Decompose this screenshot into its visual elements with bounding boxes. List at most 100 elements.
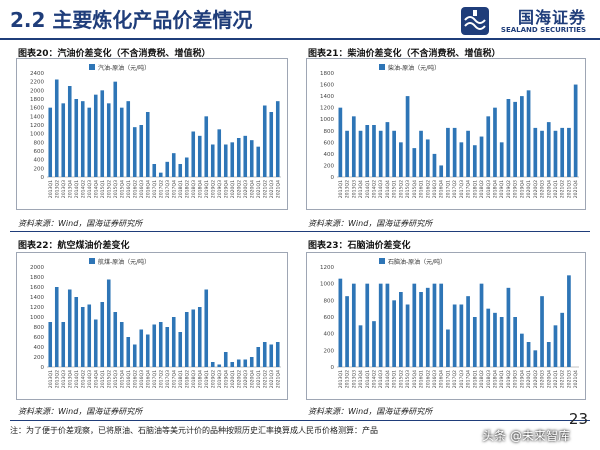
x-tick-label: 2018Q1 xyxy=(178,370,184,388)
x-tick-label: 2014Q1 xyxy=(74,370,80,388)
chart-title: 图表21：柴油价差变化（不含消费税、增值税） xyxy=(308,49,501,59)
bar xyxy=(243,135,248,177)
chart-title: 图表23：石脑油价差变化 xyxy=(308,241,411,251)
chart-source: 资料来源：Wind，国海证券研究所 xyxy=(308,219,433,228)
bar xyxy=(358,130,363,177)
x-tick-label: 2015Q2 xyxy=(398,180,404,198)
x-tick-label: 2014Q1 xyxy=(74,180,80,198)
x-tick-label: 2013Q2 xyxy=(345,370,351,388)
bar xyxy=(61,322,66,367)
bar xyxy=(230,362,235,367)
bar xyxy=(132,127,137,177)
bar xyxy=(392,130,396,177)
x-tick-label: 2018Q3 xyxy=(486,180,492,198)
bar xyxy=(412,283,417,367)
bar xyxy=(249,140,254,177)
bar xyxy=(573,84,578,177)
x-tick-label: 2016Q1 xyxy=(419,370,425,388)
y-tick-label: 1000 xyxy=(320,282,334,288)
x-tick-label: 2016Q2 xyxy=(132,180,138,198)
x-tick-label: 2019Q3 xyxy=(217,180,223,198)
bar xyxy=(217,364,222,367)
chart-panel-gasoline: 汽油-原油（元/吨） 0 200 400 600 800 1000 1200 1400 1600 1… xyxy=(16,58,288,210)
bar xyxy=(93,94,98,177)
bar xyxy=(210,144,215,177)
bar xyxy=(152,324,157,367)
y-tick-label: 0 xyxy=(41,175,45,181)
bar xyxy=(405,304,410,367)
x-tick-label: 2020Q3 xyxy=(243,370,249,388)
bar xyxy=(106,103,111,177)
bar xyxy=(256,347,261,367)
x-tick-label: 2013Q4 xyxy=(358,370,364,388)
x-tick-label: 2020Q4 xyxy=(249,180,255,198)
bar xyxy=(567,127,571,177)
x-tick-label: 2016Q3 xyxy=(432,180,438,198)
bar xyxy=(412,148,417,177)
x-tick-label: 2015Q3 xyxy=(405,180,411,198)
x-tick-label: 2016Q4 xyxy=(145,180,151,198)
bar xyxy=(80,307,85,367)
x-tick-label: 2013Q3 xyxy=(351,180,357,198)
chart-panel-naphtha: 石脑油-原油（元/吨） 0 200 400 600 800 1000 1200 2013Q1 20… xyxy=(306,252,586,400)
y-tick-label: 1400 xyxy=(320,94,334,100)
header-rule xyxy=(0,38,600,40)
bar xyxy=(466,296,470,367)
x-tick-label: 2015Q2 xyxy=(106,370,112,388)
bar xyxy=(506,287,511,367)
bar xyxy=(48,107,53,177)
bar xyxy=(419,130,423,177)
y-tick-label: 1800 xyxy=(320,71,334,77)
y-tick-label: 200 xyxy=(34,355,45,361)
x-tick-label: 2017Q3 xyxy=(165,180,171,198)
x-tick-label: 2020Q2 xyxy=(236,180,242,198)
x-tick-label: 2021Q3 xyxy=(566,370,572,388)
legend: 石脑油-原油（元/吨） xyxy=(379,258,446,266)
bar xyxy=(365,283,370,367)
bar xyxy=(236,138,241,177)
bar xyxy=(546,122,551,177)
legend-swatch xyxy=(379,258,385,264)
bar xyxy=(446,127,450,177)
bar xyxy=(432,153,437,177)
x-tick-label: 2015Q1 xyxy=(100,180,106,198)
bar xyxy=(230,142,235,177)
x-tick-label: 2020Q4 xyxy=(249,370,255,388)
x-tick-label: 2014Q4 xyxy=(93,370,99,388)
y-tick-label: 0 xyxy=(41,365,45,371)
bar xyxy=(553,130,558,177)
legend-swatch xyxy=(89,64,95,70)
x-tick-label: 2016Q4 xyxy=(439,370,445,388)
x-tick-label: 2019Q4 xyxy=(519,180,525,198)
bar xyxy=(165,327,170,367)
x-tick-label: 2021Q4 xyxy=(573,180,579,198)
bar xyxy=(269,344,274,367)
bar xyxy=(439,165,444,177)
bar xyxy=(139,125,144,177)
bar xyxy=(533,350,538,367)
bar xyxy=(378,130,383,177)
bar xyxy=(493,107,497,177)
bar xyxy=(145,334,150,367)
bar xyxy=(61,103,66,177)
x-tick-label: 2019Q4 xyxy=(519,370,525,388)
x-tick-label: 2013Q1 xyxy=(338,180,344,198)
bar xyxy=(249,357,254,367)
x-tick-label: 2013Q2 xyxy=(345,180,351,198)
x-tick-label: 2013Q4 xyxy=(358,180,364,198)
y-tick-label: 1800 xyxy=(30,275,44,281)
x-tick-label: 2020Q1 xyxy=(526,370,532,388)
x-tick-label: 2021Q2 xyxy=(262,370,268,388)
bar xyxy=(87,304,92,367)
x-tick-label: 2019Q2 xyxy=(210,180,216,198)
y-tick-label: 0 xyxy=(331,175,335,181)
y-tick-label: 1000 xyxy=(320,117,334,123)
x-tick-label: 2019Q2 xyxy=(506,370,512,388)
x-tick-label: 2021Q3 xyxy=(566,180,572,198)
bar xyxy=(351,116,356,177)
bar xyxy=(152,164,157,177)
bar xyxy=(405,96,410,177)
x-tick-label: 2017Q1 xyxy=(152,180,158,198)
bar xyxy=(67,86,72,177)
x-tick-label: 2013Q3 xyxy=(61,180,67,198)
